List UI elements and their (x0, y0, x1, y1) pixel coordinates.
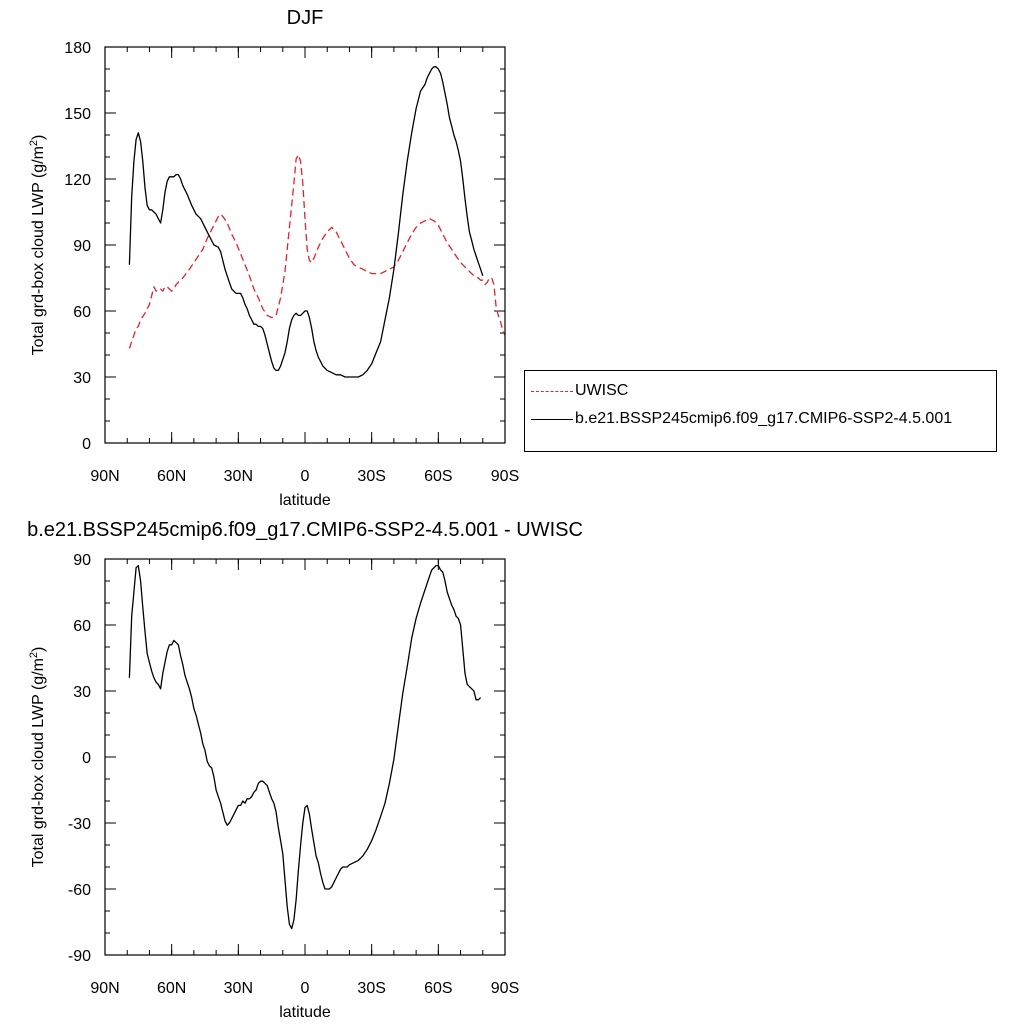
y-tick-label: 30 (73, 370, 91, 387)
plot-frame (104, 558, 506, 956)
y-axis-label-main: Total grd-box cloud LWP (g/m (30, 146, 47, 355)
x-tick-label: 60N (157, 980, 186, 997)
y-tick-label: -30 (68, 816, 91, 833)
y-tick-label: 30 (73, 684, 91, 701)
y-axis-label-end: ) (30, 135, 47, 140)
y-tick-label: 180 (64, 40, 91, 57)
plot-frame (104, 46, 506, 444)
y-axis-label-superscript: 2 (28, 652, 40, 658)
plot-area: 90N 60N 30N 0 30S 60S 90S 0 30 60 90 120 150 180 (64, 40, 519, 485)
legend-swatch-uwisc (531, 390, 573, 392)
y-axis-label: Total grd-box cloud LWP (g/m2) (28, 135, 47, 356)
plot-area: 90N 60N 30N 0 30S 60S 90S -90 -60 -30 0 30 60 90 (68, 552, 519, 997)
x-tick-label: 30S (357, 980, 385, 997)
x-tick-label: 90N (90, 980, 119, 997)
y-axis-label: Total grd-box cloud LWP (g/m2) (28, 647, 47, 868)
series-line-0 (128, 154, 506, 349)
series-line-1 (128, 66, 484, 378)
x-tick-label: 60S (424, 980, 452, 997)
chart-title: b.e21.BSSP245cmip6.f09_g17.CMIP6-SSP2-4.… (27, 519, 583, 541)
x-tick-label: 90S (491, 980, 519, 997)
x-tick-label: 0 (301, 980, 310, 997)
y-tick-label: 60 (73, 304, 91, 321)
x-axis-label: latitude (279, 492, 331, 509)
y-axis-label-end: ) (30, 647, 47, 652)
y-axis-label-superscript: 2 (28, 140, 40, 146)
legend: UWISC b.e21.BSSP245cmip6.f09_g17.CMIP6-S… (524, 370, 997, 452)
legend-item-model: b.e21.BSSP245cmip6.f09_g17.CMIP6-SSP2-4.… (531, 409, 952, 429)
x-tick-label: 90S (491, 468, 519, 485)
legend-item-uwisc: UWISC (531, 381, 628, 401)
legend-label-model: b.e21.BSSP245cmip6.f09_g17.CMIP6-SSP2-4.… (575, 410, 953, 427)
y-tick-label: 120 (64, 172, 91, 189)
x-tick-label: 90N (90, 468, 119, 485)
legend-label-uwisc: UWISC (575, 382, 629, 399)
y-axis-label-main: Total grd-box cloud LWP (g/m (30, 658, 47, 867)
y-tick-label: 90 (73, 552, 91, 569)
x-tick-label: 0 (301, 468, 310, 485)
y-tick-label: 150 (64, 106, 91, 123)
legend-swatch-model (531, 418, 573, 420)
x-tick-label: 30N (224, 468, 253, 485)
chart-difference: b.e21.BSSP245cmip6.f09_g17.CMIP6-SSP2-4.… (27, 519, 583, 1021)
x-tick-label: 60N (157, 468, 186, 485)
chart-title: DJF (287, 7, 324, 29)
x-tick-label: 30N (224, 980, 253, 997)
y-tick-label: -90 (68, 948, 91, 965)
y-tick-label: 0 (82, 750, 91, 767)
y-tick-label: -60 (68, 882, 91, 899)
x-axis-label: latitude (279, 1004, 331, 1021)
x-tick-label: 30S (357, 468, 385, 485)
y-tick-label: 0 (82, 436, 91, 453)
x-tick-label: 60S (424, 468, 452, 485)
chart-djf: DJF latitude Total grd-box cloud LWP (g/… (28, 7, 519, 509)
series-line-0 (128, 564, 482, 930)
y-tick-label: 60 (73, 618, 91, 635)
y-tick-label: 90 (73, 238, 91, 255)
